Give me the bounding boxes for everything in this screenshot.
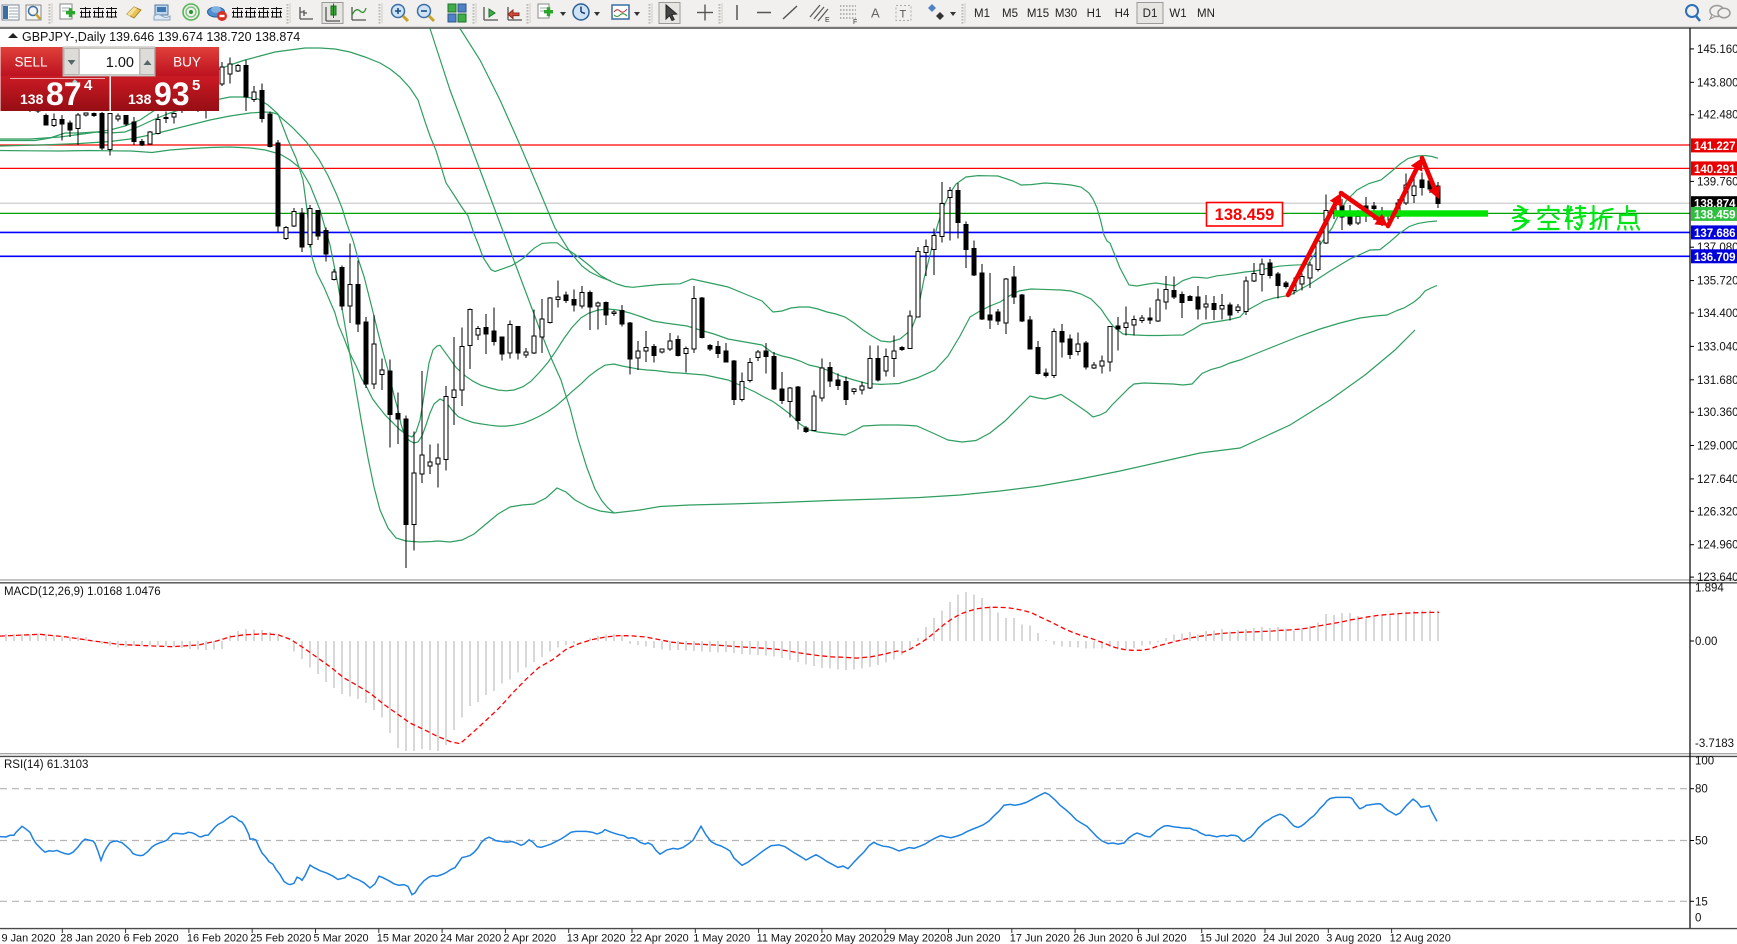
- svg-text:8 Jun 2020: 8 Jun 2020: [947, 933, 1001, 944]
- svg-text:M15: M15: [1027, 8, 1049, 20]
- svg-text:26 Jun 2020: 26 Jun 2020: [1073, 933, 1133, 944]
- svg-text:50: 50: [1695, 836, 1708, 848]
- svg-text:133.040: 133.040: [1697, 341, 1737, 353]
- svg-text:124.960: 124.960: [1697, 540, 1737, 552]
- svg-text:15: 15: [1695, 896, 1708, 908]
- svg-text:93: 93: [154, 76, 190, 112]
- svg-text:126.320: 126.320: [1697, 506, 1737, 518]
- svg-text:1 May 2020: 1 May 2020: [693, 933, 750, 944]
- svg-text:137.686: 137.686: [1694, 228, 1736, 240]
- svg-text:24 Mar 2020: 24 Mar 2020: [440, 933, 501, 944]
- svg-text:4: 4: [84, 77, 93, 94]
- svg-text:11 May 2020: 11 May 2020: [757, 933, 819, 944]
- svg-text:1.00: 1.00: [106, 55, 134, 71]
- svg-text:131.680: 131.680: [1697, 375, 1737, 387]
- svg-text:145.160: 145.160: [1697, 44, 1737, 56]
- svg-text:BUY: BUY: [173, 55, 201, 70]
- svg-text:6 Feb 2020: 6 Feb 2020: [124, 933, 179, 944]
- svg-text:W1: W1: [1169, 8, 1186, 20]
- svg-text:12 Aug 2020: 12 Aug 2020: [1390, 933, 1451, 944]
- svg-text:17 Jun 2020: 17 Jun 2020: [1010, 933, 1070, 944]
- svg-text:22 Apr 2020: 22 Apr 2020: [630, 933, 689, 944]
- svg-text:129.000: 129.000: [1697, 441, 1737, 453]
- svg-text:130.360: 130.360: [1697, 407, 1737, 419]
- svg-text:139.760: 139.760: [1697, 176, 1737, 188]
- svg-text:25 Feb 2020: 25 Feb 2020: [250, 933, 311, 944]
- svg-text:A: A: [871, 6, 880, 21]
- svg-text:29 May 2020: 29 May 2020: [883, 933, 946, 944]
- svg-text:M5: M5: [1002, 8, 1018, 20]
- svg-text:15 Jul 2020: 15 Jul 2020: [1200, 933, 1256, 944]
- svg-text:3 Aug 2020: 3 Aug 2020: [1326, 933, 1381, 944]
- svg-text:141.227: 141.227: [1694, 141, 1736, 153]
- svg-text:5 Mar 2020: 5 Mar 2020: [314, 933, 369, 944]
- svg-text:H1: H1: [1087, 8, 1102, 20]
- svg-text:F: F: [853, 19, 857, 26]
- svg-text:-3.7183: -3.7183: [1695, 738, 1734, 750]
- svg-text:80: 80: [1695, 784, 1708, 796]
- svg-text:15 Mar 2020: 15 Mar 2020: [377, 933, 438, 944]
- svg-text:28 Jan 2020: 28 Jan 2020: [60, 933, 120, 944]
- svg-text:6 Jul 2020: 6 Jul 2020: [1136, 933, 1186, 944]
- svg-text:M30: M30: [1055, 8, 1077, 20]
- svg-text:134.400: 134.400: [1697, 308, 1737, 320]
- svg-text:H4: H4: [1115, 8, 1130, 20]
- svg-text:87: 87: [46, 76, 82, 112]
- svg-text:135.720: 135.720: [1697, 276, 1737, 288]
- svg-text:138: 138: [128, 91, 152, 107]
- svg-text:142.480: 142.480: [1697, 110, 1737, 122]
- svg-text:138: 138: [20, 91, 44, 107]
- svg-text:140.291: 140.291: [1694, 164, 1736, 176]
- svg-text:2 Apr 2020: 2 Apr 2020: [503, 933, 556, 944]
- svg-text:E: E: [825, 17, 830, 24]
- svg-text:M1: M1: [974, 8, 990, 20]
- svg-text:GBPJPY-,Daily 139.646 139.674: GBPJPY-,Daily 139.646 139.674 138.720 13…: [22, 30, 300, 44]
- svg-text:143.800: 143.800: [1697, 77, 1737, 89]
- svg-text:0: 0: [1695, 913, 1701, 925]
- svg-text:138.459: 138.459: [1215, 206, 1275, 224]
- svg-text:24 Jul 2020: 24 Jul 2020: [1263, 933, 1319, 944]
- svg-text:9 Jan 2020: 9 Jan 2020: [2, 933, 56, 944]
- svg-text:13 Apr 2020: 13 Apr 2020: [567, 933, 626, 944]
- svg-text:5: 5: [192, 77, 200, 94]
- svg-text:1.894: 1.894: [1695, 583, 1724, 595]
- svg-text:127.640: 127.640: [1697, 474, 1737, 486]
- svg-text:MN: MN: [1197, 8, 1215, 20]
- svg-text:100: 100: [1695, 756, 1714, 768]
- svg-text:D1: D1: [1143, 8, 1158, 20]
- svg-text:138.459: 138.459: [1694, 209, 1736, 221]
- svg-text:RSI(14) 61.3103: RSI(14) 61.3103: [4, 759, 88, 771]
- svg-text:136.709: 136.709: [1694, 252, 1736, 264]
- svg-text:MACD(12,26,9) 1.0168 1.0476: MACD(12,26,9) 1.0168 1.0476: [4, 586, 161, 598]
- svg-text:123.640: 123.640: [1697, 572, 1737, 584]
- svg-text:SELL: SELL: [14, 55, 48, 70]
- svg-text:T: T: [900, 9, 907, 21]
- svg-text:20 May 2020: 20 May 2020: [820, 933, 883, 944]
- svg-text:16 Feb 2020: 16 Feb 2020: [187, 933, 248, 944]
- svg-text:0.00: 0.00: [1695, 636, 1717, 648]
